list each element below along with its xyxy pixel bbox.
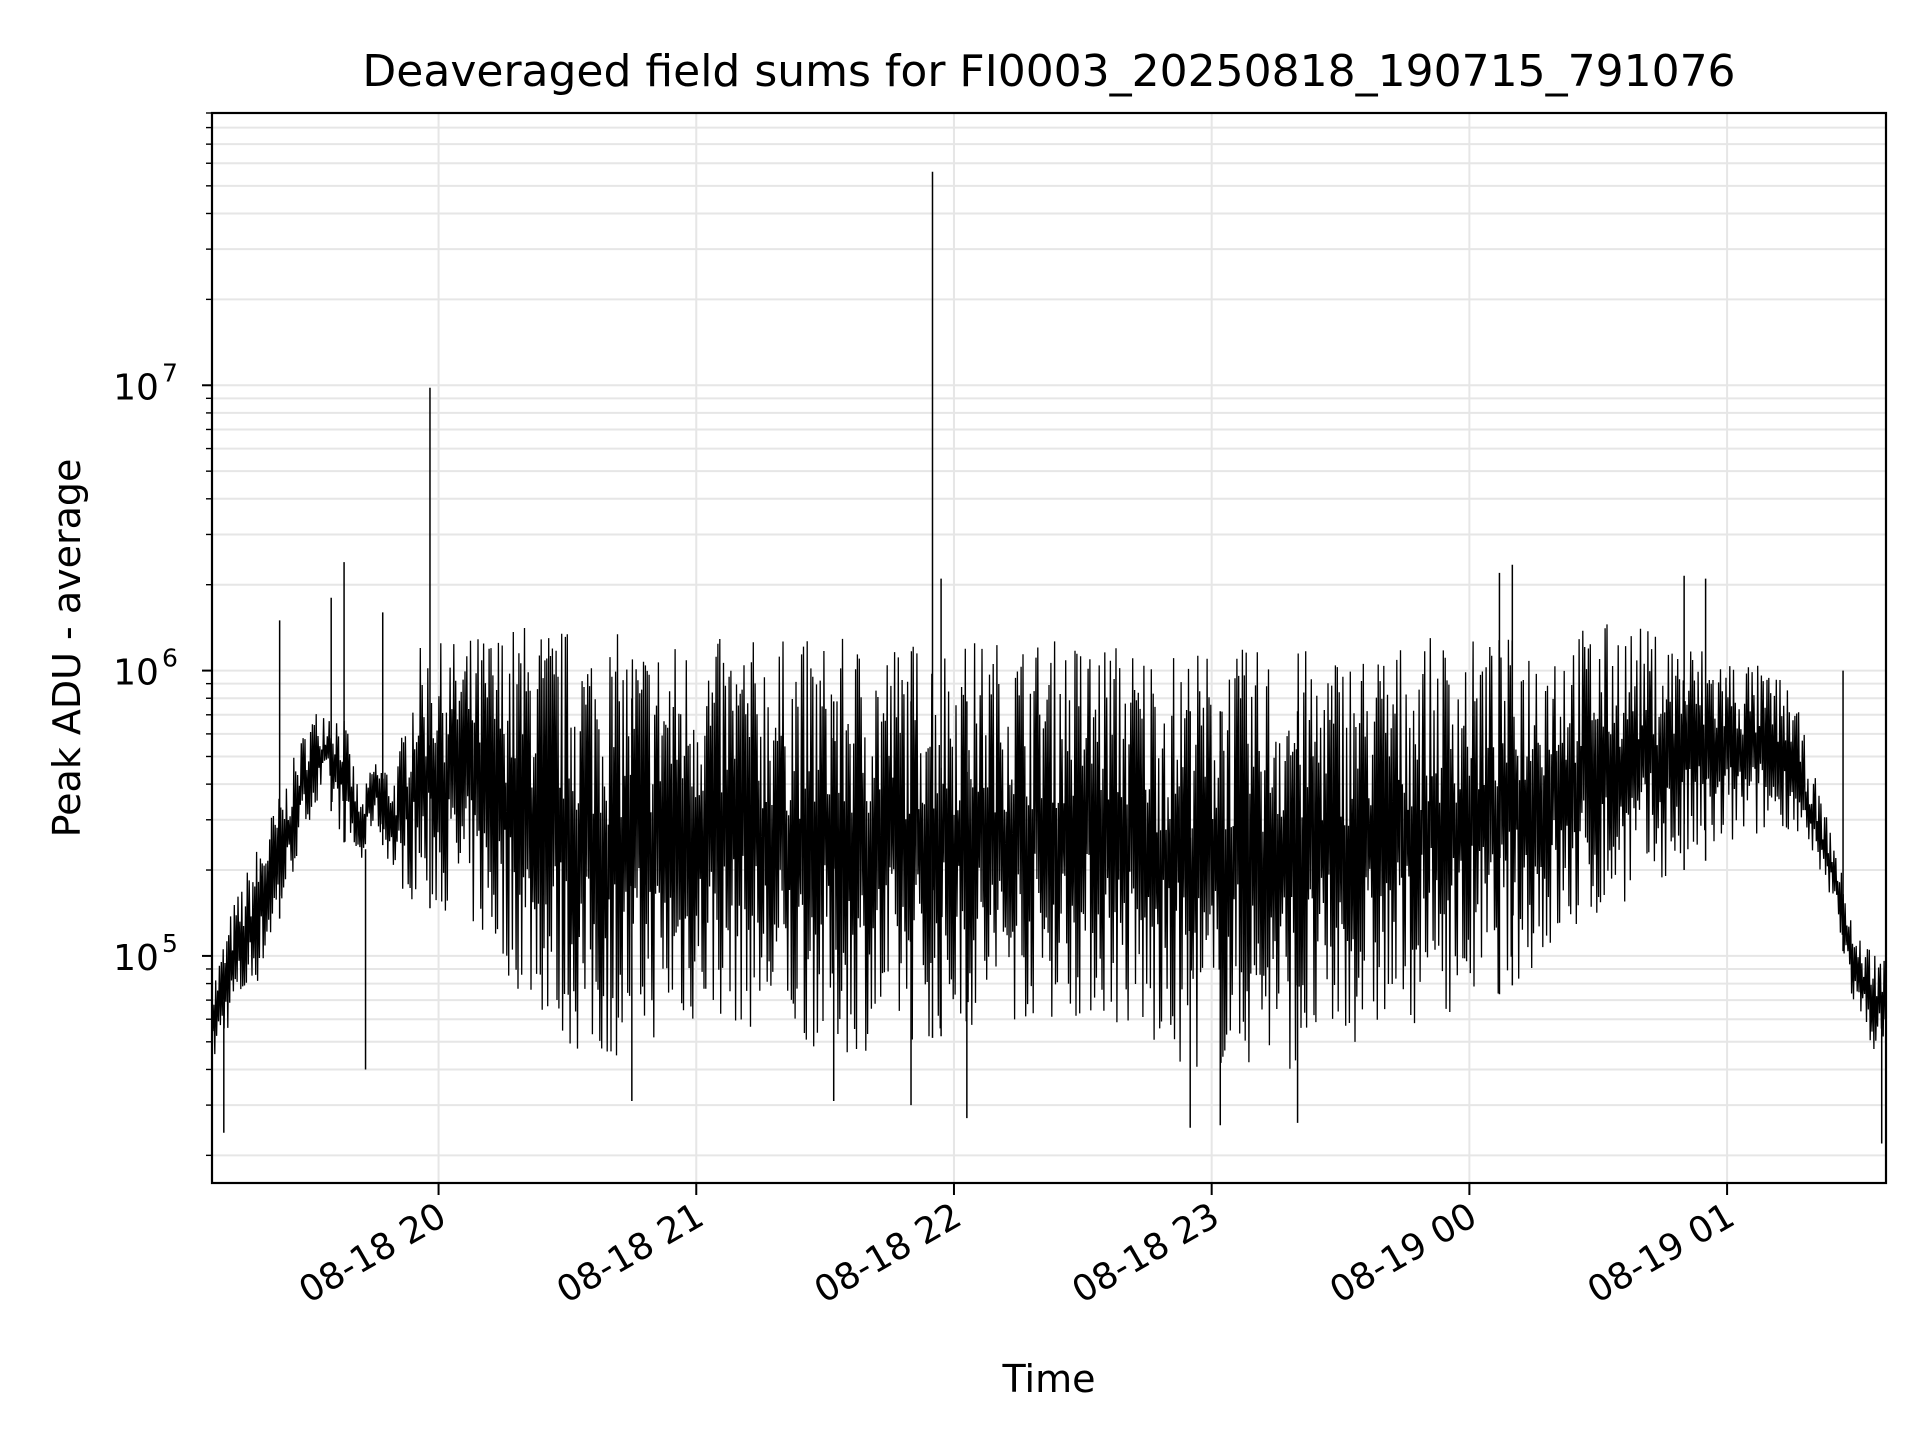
y-tick-base: 10: [113, 653, 159, 694]
x-tick-label: 08-18 20: [292, 1195, 453, 1311]
y-tick-label: 10 7: [113, 358, 178, 408]
plot-frame: [210, 111, 1888, 1185]
y-tick-label: 10 5: [113, 929, 178, 979]
y-tick-exponent: 5: [162, 929, 178, 958]
x-tick-label: 08-18 23: [1066, 1195, 1227, 1311]
x-tick-label: 08-19 01: [1581, 1195, 1742, 1311]
y-tick-base: 10: [113, 367, 159, 408]
y-tick-label: 10 6: [113, 644, 178, 694]
x-tick-label: 08-18 22: [808, 1195, 969, 1311]
series-line: [211, 624, 1887, 1069]
y-tick-exponent: 6: [162, 644, 178, 673]
x-axis-label: Time: [1002, 1357, 1096, 1401]
grid-layer: [212, 112, 1886, 1183]
y-tick-exponent: 7: [162, 358, 178, 387]
y-tick-base: 10: [113, 938, 159, 979]
chart-title: Deaveraged field sums for FI0003_2025081…: [362, 46, 1735, 97]
y-axis-label: Peak ADU - average: [45, 459, 89, 838]
data-layer: [211, 171, 1887, 1144]
x-tick-label: 08-18 21: [550, 1195, 711, 1311]
x-axis: 08-18 20 08-18 21 08-18 22 08-18 23 08-19 00…: [292, 1183, 1742, 1312]
x-tick-label: 08-19 00: [1323, 1195, 1484, 1311]
